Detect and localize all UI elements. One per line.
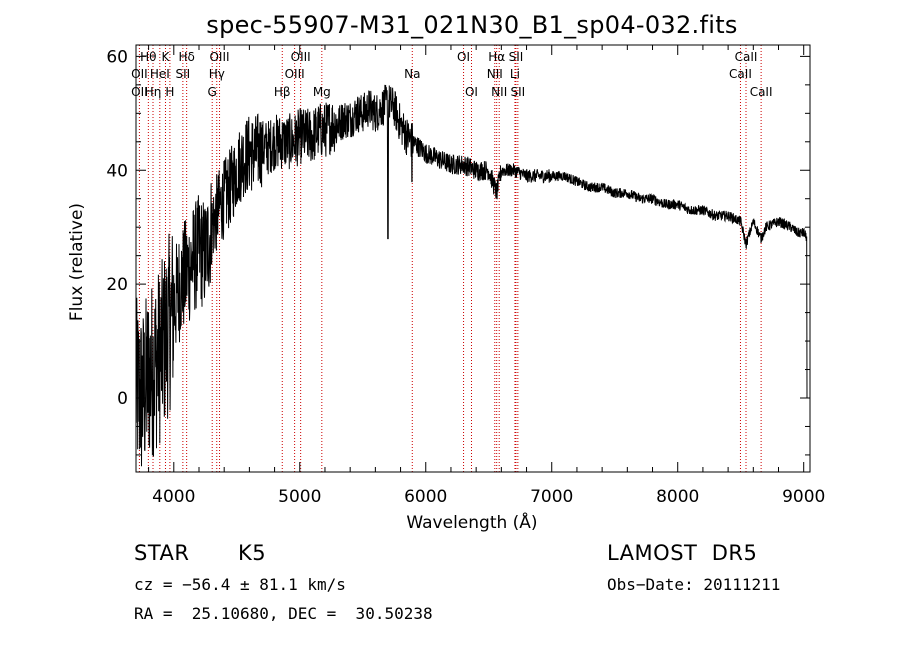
y-tick-label: 0 (117, 389, 128, 409)
emission-line-label: Li (510, 67, 520, 81)
emission-line-label: SII (509, 50, 524, 64)
emission-line-label: Hδ (178, 50, 194, 64)
object-subclass: K5 (238, 541, 267, 565)
redshift-text: cz = −56.4 ± 81.1 km/s (134, 575, 346, 594)
emission-line-label: Hη (145, 85, 162, 99)
emission-line-label: OI (457, 50, 470, 64)
emission-line-label: Hθ (140, 50, 156, 64)
emission-line-label: CaII (750, 85, 773, 99)
x-axis-label: Wavelength (Å) (406, 511, 537, 533)
plot-frame (135, 44, 811, 473)
spectrum-series-line (135, 84, 808, 467)
emission-line-label: SII (510, 85, 525, 99)
emission-line-label: SII (176, 67, 191, 81)
emission-line-label: NII (487, 67, 503, 81)
survey-label: LAMOST DR5 (607, 541, 758, 565)
chart-title: spec-55907-M31_021N30_B1_sp04-032.fits (206, 11, 737, 39)
emission-line-label: HeI (150, 67, 170, 81)
emission-line-label: Hγ (209, 67, 225, 81)
y-axis-ticks: 0 20 40 60 (106, 47, 810, 456)
emission-line-label: OIII (209, 50, 229, 64)
coordinates-text: RA = 25.10680, DEC = 30.50238 (134, 604, 433, 623)
x-tick-label: 9000 (782, 487, 825, 507)
y-tick-label: 40 (106, 161, 128, 181)
x-tick-label: 6000 (404, 487, 447, 507)
emission-line-label: CaII (729, 67, 752, 81)
emission-line-label: OIII (285, 67, 305, 81)
emission-line-label: Hα (488, 50, 505, 64)
y-tick-label: 60 (106, 47, 128, 67)
obs-date-text: Obs−Date: 20111211 (607, 575, 781, 594)
x-tick-label: 5000 (278, 487, 321, 507)
emission-line-label: Na (404, 67, 420, 81)
x-tick-label: 4000 (152, 487, 195, 507)
emission-line-label: CaII (735, 50, 758, 64)
x-tick-label: 8000 (656, 487, 699, 507)
emission-line-label: Hβ (274, 85, 291, 99)
x-axis-ticks: 4000 5000 6000 7000 8000 9000 (148, 45, 825, 507)
emission-line-label: H (165, 85, 174, 99)
emission-line-label: K (162, 50, 171, 64)
emission-line-label: Mg (313, 85, 331, 99)
emission-line-label: G (208, 85, 217, 99)
y-axis-label: Flux (relative) (67, 203, 87, 321)
emission-line-markers (138, 45, 762, 472)
y-tick-label: 20 (106, 275, 128, 295)
emission-line-label: OIII (291, 50, 311, 64)
emission-line-label: OII (131, 85, 148, 99)
emission-line-label: OII (131, 67, 148, 81)
object-class: STAR (134, 541, 190, 565)
emission-line-label: NII (491, 85, 507, 99)
emission-line-label: OI (465, 85, 478, 99)
x-tick-label: 7000 (530, 487, 573, 507)
